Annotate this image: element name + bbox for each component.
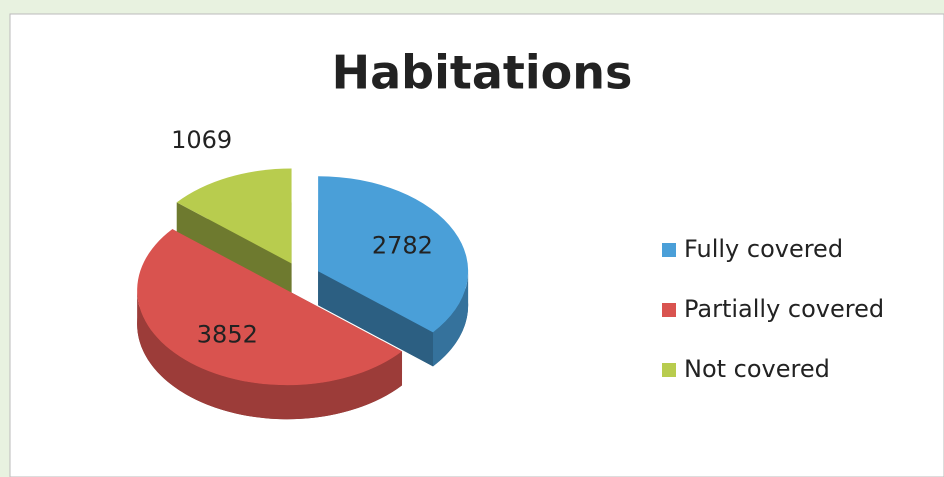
legend-swatch xyxy=(662,363,676,377)
legend-label: Partially covered xyxy=(684,295,884,323)
slice xyxy=(176,168,292,264)
slice-side xyxy=(176,202,292,298)
data-label: 1069 xyxy=(171,126,232,154)
slice-edge xyxy=(137,290,403,420)
slice xyxy=(318,176,469,333)
data-label: 3852 xyxy=(197,320,258,348)
legend-swatch xyxy=(662,243,676,257)
slice-side xyxy=(318,271,434,367)
legend-label: Not covered xyxy=(684,355,830,383)
legend-label: Fully covered xyxy=(684,235,843,263)
data-label: 2782 xyxy=(372,231,433,259)
chart-title: Habitations xyxy=(332,46,633,100)
legend-swatch xyxy=(662,303,676,317)
slice xyxy=(137,229,403,386)
slice-edge xyxy=(433,271,469,367)
